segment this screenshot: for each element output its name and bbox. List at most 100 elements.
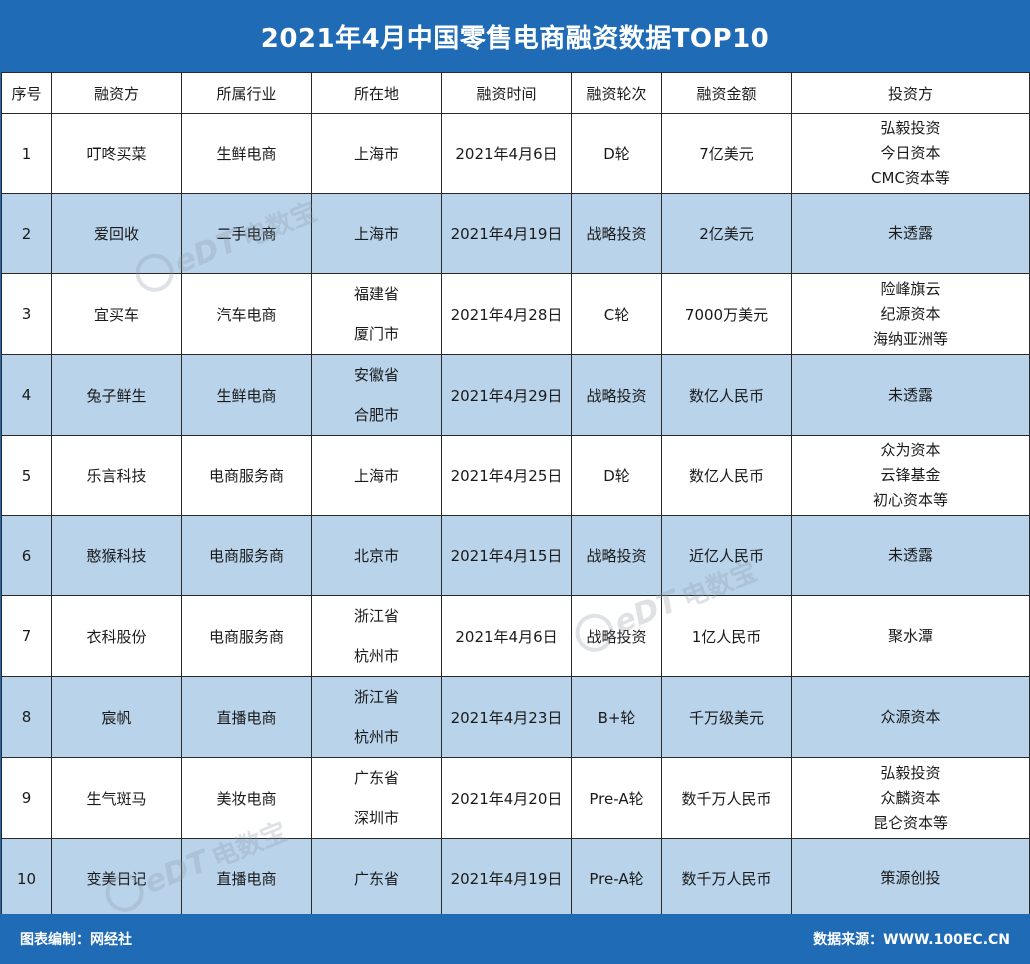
cell-company: 衣科股份 (51, 595, 182, 677)
cell-company: 宜买车 (51, 273, 182, 355)
cell-location-line: 厦门市 (353, 325, 399, 343)
cell-company: 宸帆 (51, 676, 182, 758)
cell-no: 8 (1, 676, 52, 758)
financing-table: 序号 融资方 所属行业 所在地 融资时间 融资轮次 融资金额 投资方 1 叮咚买菜… (1, 72, 1030, 919)
cell-industry: 直播电商 (181, 676, 312, 758)
cell-location-line: 福建省 (353, 285, 399, 303)
footer-bar: 图表编制：网经社 数据来源：WWW.100EC.CN (0, 914, 1030, 964)
cell-round: C轮 (571, 273, 662, 355)
table-row: 8 宸帆 直播电商 浙江省 杭州市 2021年4月23日 B+轮 千万级美元 众源资本 (1, 676, 1030, 758)
page-title: 2021年4月中国零售电商融资数据TOP10 (260, 23, 770, 54)
cell-location-line: 浙江省 (353, 607, 399, 625)
cell-investors-line: 未透露 (887, 224, 933, 242)
cell-round: 战略投资 (571, 354, 662, 436)
cell-no: 1 (1, 113, 52, 194)
cell-company: 爱回收 (51, 193, 182, 274)
cell-investors: 众为资本 云锋基金 初心资本等 (791, 435, 1030, 516)
cell-amount: 千万级美元 (661, 676, 792, 758)
table-row: 1 叮咚买菜 生鲜电商 上海市 2021年4月6日 D轮 7亿美元 弘毅投资 今日资本 CMC资本… (1, 113, 1030, 194)
cell-location: 广东省 深圳市 (311, 757, 442, 839)
cell-investors-line: 昆仑资本等 (872, 813, 948, 832)
cell-date: 2021年4月6日 (441, 113, 572, 194)
cell-company: 乐言科技 (51, 435, 182, 516)
cell-date: 2021年4月19日 (441, 193, 572, 274)
cell-industry: 电商服务商 (181, 435, 312, 516)
cell-round: Pre-A轮 (571, 838, 662, 919)
cell-round: B+轮 (571, 676, 662, 758)
cell-location-line: 上海市 (353, 144, 399, 163)
cell-amount: 2亿美元 (661, 193, 792, 274)
cell-date: 2021年4月15日 (441, 515, 572, 596)
table-row: 2 爱回收 二手电商 上海市 2021年4月19日 战略投资 2亿美元 未透露 (1, 193, 1030, 274)
cell-investors: 弘毅投资今日资本 CMC资本等 (791, 113, 1030, 194)
cell-investors-line: 今日资本 (880, 144, 941, 162)
cell-location: 广东省 (311, 838, 442, 919)
cell-location-line: 深圳市 (353, 809, 399, 827)
cell-round: 战略投资 (571, 515, 662, 596)
cell-investors-line: 策源创投 (880, 869, 941, 887)
column-header-round: 融资轮次 (571, 72, 662, 114)
cell-location: 上海市 (311, 113, 442, 194)
cell-date: 2021年4月25日 (441, 435, 572, 516)
cell-date: 2021年4月23日 (441, 676, 572, 758)
column-header-investors: 投资方 (791, 72, 1030, 114)
table-body: 1 叮咚买菜 生鲜电商 上海市 2021年4月6日 D轮 7亿美元 弘毅投资 今日资本 CMC资本… (1, 113, 1030, 919)
column-header-amount: 融资金额 (661, 72, 792, 114)
cell-investors: 未透露 (791, 193, 1030, 274)
cell-location-line: 上海市 (353, 466, 399, 485)
column-header-no: 序号 (1, 72, 52, 114)
cell-investors-line: 弘毅投资 (880, 119, 941, 137)
cell-location: 浙江省 杭州市 (311, 676, 442, 758)
cell-date: 2021年4月29日 (441, 354, 572, 436)
cell-investors-line: 众麟资本 (880, 788, 941, 807)
cell-investors-line: 未透露 (887, 385, 933, 404)
cell-investors: 未透露 (791, 515, 1030, 596)
cell-investors-line: 聚水潭 (887, 626, 933, 645)
cell-round: 战略投资 (571, 193, 662, 274)
cell-industry: 生鲜电商 (181, 354, 312, 436)
cell-location-line: 安徽省 (353, 366, 399, 384)
cell-no: 10 (1, 838, 52, 919)
cell-location-line: 北京市 (353, 546, 399, 565)
cell-round: D轮 (571, 113, 662, 194)
cell-industry: 美妆电商 (181, 757, 312, 839)
table-header-row: 序号 融资方 所属行业 所在地 融资时间 融资轮次 融资金额 投资方 (1, 72, 1030, 114)
column-header-company: 融资方 (51, 72, 182, 114)
cell-no: 9 (1, 757, 52, 839)
cell-date: 2021年4月6日 (441, 595, 572, 677)
cell-amount: 数亿人民币 (661, 435, 792, 516)
cell-no: 6 (1, 515, 52, 596)
cell-location-line: 浙江省 (353, 688, 399, 706)
cell-investors-line: 弘毅投资 (880, 763, 941, 782)
cell-investors-line: 海纳亚洲等 (872, 329, 948, 348)
cell-date: 2021年4月19日 (441, 838, 572, 919)
cell-amount: 1亿人民币 (661, 595, 792, 677)
cell-location-line: 广东省 (353, 769, 399, 787)
cell-investors: 未透露 (791, 354, 1030, 436)
cell-investors: 聚水潭 (791, 595, 1030, 677)
cell-round: Pre-A轮 (571, 757, 662, 839)
cell-industry: 汽车电商 (181, 273, 312, 355)
column-header-industry: 所属行业 (181, 72, 312, 114)
cell-location-line: 上海市 (353, 224, 399, 243)
table-row: 7 衣科股份 电商服务商 浙江省 杭州市 2021年4月6日 战略投资 1亿人民币 聚水潭 (1, 595, 1030, 677)
cell-no: 7 (1, 595, 52, 677)
cell-investors-line: 众为资本 (880, 441, 941, 459)
footer-credit: 图表编制：网经社 (20, 932, 132, 948)
cell-investors-line: 初心资本等 (872, 491, 948, 509)
cell-company: 生气斑马 (51, 757, 182, 839)
cell-investors-line: 未透露 (887, 546, 933, 564)
cell-company: 叮咚买菜 (51, 113, 182, 194)
cell-investors: 策源创投 (791, 838, 1030, 919)
cell-investors-line: CMC资本等 (871, 169, 950, 187)
cell-industry: 直播电商 (181, 838, 312, 919)
cell-date: 2021年4月28日 (441, 273, 572, 355)
cell-investors-line: 众源资本 (880, 707, 941, 726)
cell-amount: 数千万人民币 (661, 838, 792, 919)
table-row: 10 变美日记 直播电商 广东省 2021年4月19日 Pre-A轮 数千万人民币 策源创投 (1, 838, 1030, 919)
cell-location: 上海市 (311, 193, 442, 274)
cell-amount: 近亿人民币 (661, 515, 792, 596)
cell-location: 浙江省 杭州市 (311, 595, 442, 677)
cell-company: 兔子鲜生 (51, 354, 182, 436)
column-header-location: 所在地 (311, 72, 442, 114)
